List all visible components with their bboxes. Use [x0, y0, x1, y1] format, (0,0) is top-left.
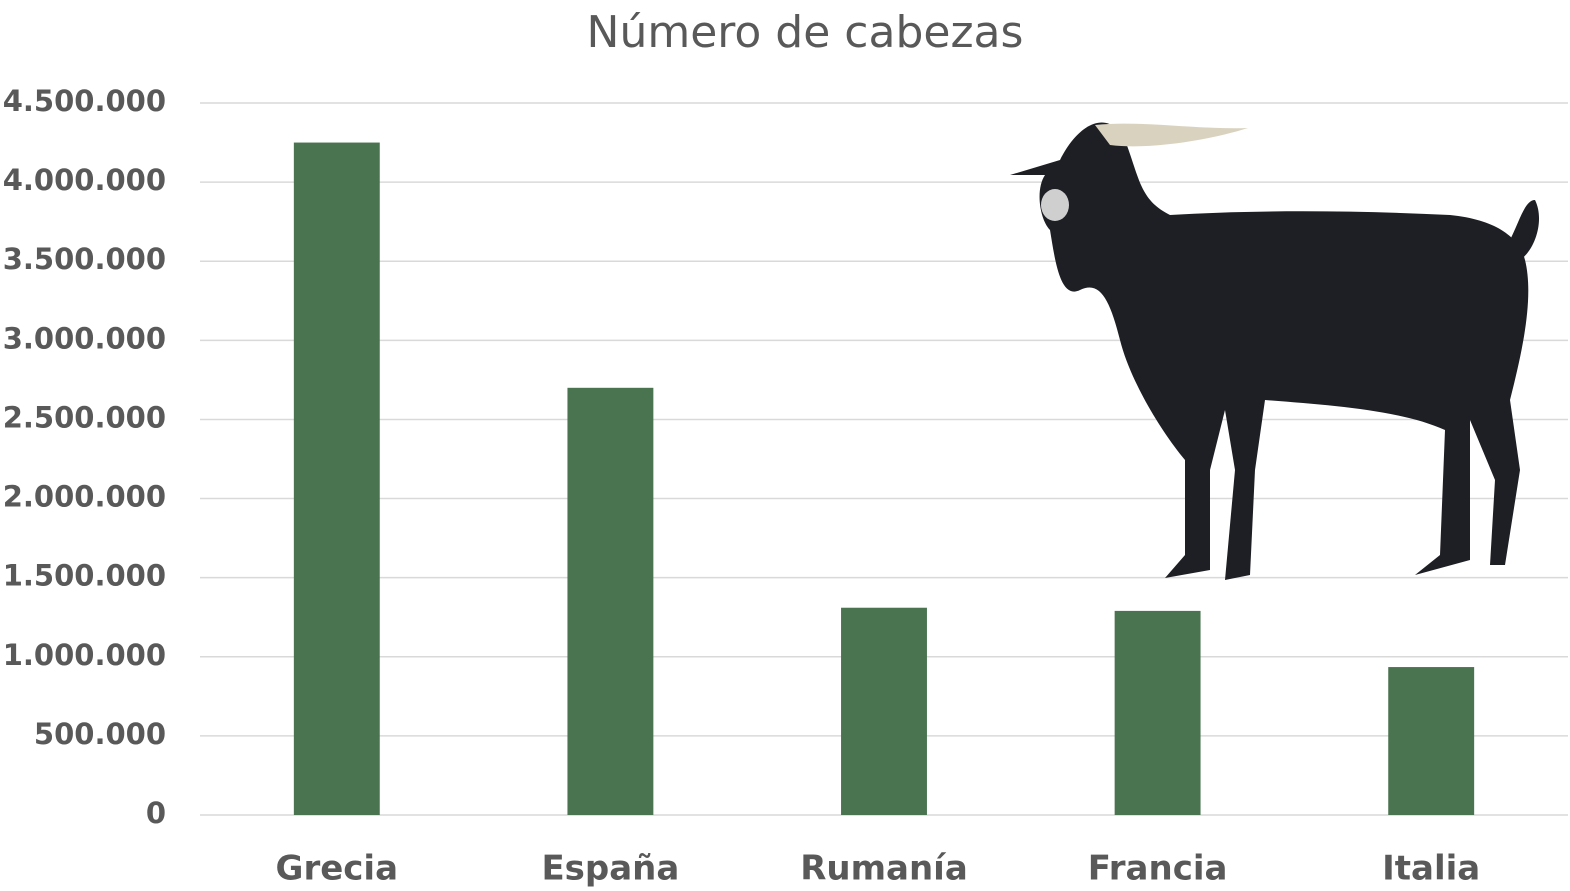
goat-horn [1095, 124, 1248, 147]
grid: 0 500.000 1.000.000 1.500.000 2.000.000 2.500… [3, 84, 1568, 889]
bar [1388, 667, 1474, 815]
chart-title: Número de cabezas [587, 7, 1024, 58]
bar [567, 388, 653, 815]
x-tick-label: España [541, 849, 679, 889]
y-tick-label: 2.000.000 [3, 480, 166, 514]
y-tick-label: 2.500.000 [3, 400, 166, 434]
x-tick-label: Rumanía [800, 849, 968, 889]
y-tick-label: 3.000.000 [3, 321, 166, 355]
y-tick-label: 4.500.000 [3, 84, 166, 118]
goat-illustration [1010, 123, 1539, 580]
bar [841, 608, 927, 815]
y-tick-label: 500.000 [34, 717, 166, 751]
chart: Número de cabezas 0 500.000 1.000.000 1.500… [0, 0, 1570, 891]
x-tick-label: Grecia [276, 849, 399, 889]
y-tick-label: 0 [146, 796, 166, 830]
y-tick-label: 1.000.000 [3, 638, 166, 672]
page: {"chart_data": {"type": "bar", "title": … [0, 0, 1570, 891]
bar [294, 143, 380, 815]
x-tick-label: Italia [1382, 849, 1480, 889]
goat-body [1010, 123, 1528, 580]
y-tick-label: 3.500.000 [3, 242, 166, 276]
y-tick-label: 1.500.000 [3, 559, 166, 593]
bar [1115, 611, 1201, 815]
x-tick-label: Francia [1088, 849, 1228, 889]
goat-muzzle [1041, 189, 1069, 221]
y-tick-label: 4.000.000 [3, 163, 166, 197]
